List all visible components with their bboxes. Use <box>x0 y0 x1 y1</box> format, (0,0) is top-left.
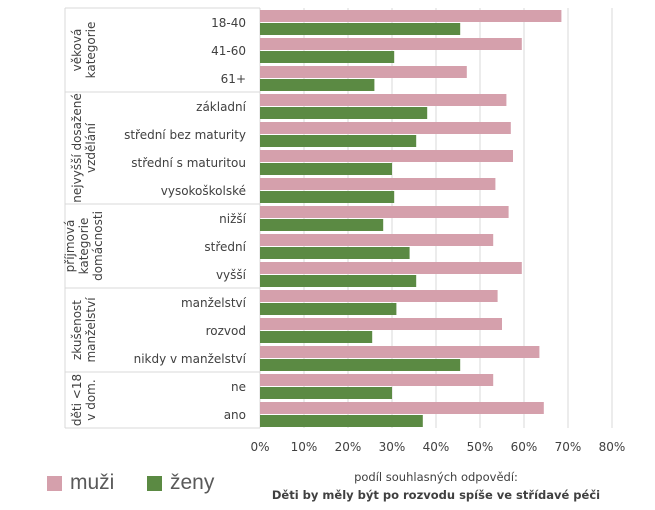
category-label: 18-40 <box>211 16 246 30</box>
bar-muzi <box>260 290 498 302</box>
bar-zeny <box>260 219 384 231</box>
x-tick-label: 60% <box>511 440 538 454</box>
bar-zeny <box>260 303 397 315</box>
legend-item-muzi: muži <box>47 471 114 495</box>
bar-muzi <box>260 38 522 50</box>
category-label: rozvod <box>206 324 246 338</box>
group-label: příjmovákategoriedomácnosti <box>63 211 105 281</box>
category-label: střední bez maturity <box>124 128 246 142</box>
bar-muzi <box>260 178 496 190</box>
group-label-line: příjmová <box>63 220 77 273</box>
bar-muzi <box>260 10 562 22</box>
bar-zeny <box>260 107 428 119</box>
bar-zeny <box>260 387 392 399</box>
category-label: nikdy v manželství <box>134 352 247 366</box>
bar-muzi <box>260 206 509 218</box>
bar-zeny <box>260 331 373 343</box>
bar-zeny <box>260 135 417 147</box>
category-label: základní <box>196 100 247 114</box>
x-axis-title-line-1: podíl souhlasných odpovědí: <box>354 470 518 484</box>
bar-muzi <box>260 318 502 330</box>
bar-muzi <box>260 234 494 246</box>
group-label-line: manželství <box>84 297 98 363</box>
group-label-line: kategorie <box>77 218 91 275</box>
category-label: střední s maturitou <box>131 156 246 170</box>
category-labels: 18-40 41-60 61+ základní střední bez maturit… <box>124 16 247 422</box>
group-label: věkovákategorie <box>70 22 98 79</box>
bar-zeny <box>260 191 395 203</box>
group-label: nejvyšší dosaženévzdělání <box>70 93 98 202</box>
bar-zeny <box>260 163 392 175</box>
bar-muzi <box>260 262 522 274</box>
group-label-line: zkušenost <box>70 300 84 360</box>
bar-muzi <box>260 66 467 78</box>
bar-muzi <box>260 150 513 162</box>
bar-muzi <box>260 402 544 414</box>
x-axis-title-line-2: Děti by měly být po rozvodu spíše ve stř… <box>271 488 601 502</box>
group-label: děti <18v dom. <box>70 374 98 426</box>
group-label: zkušenostmanželství <box>70 297 98 363</box>
category-label: ne <box>231 380 246 394</box>
bar-zeny <box>260 79 375 91</box>
bar-muzi <box>260 374 494 386</box>
bar-zeny <box>260 247 410 259</box>
x-tick-label: 40% <box>423 440 450 454</box>
category-label: střední <box>204 240 246 254</box>
x-tick-label: 0% <box>250 440 269 454</box>
category-label: nižší <box>219 212 246 226</box>
x-tick-label: 50% <box>467 440 494 454</box>
legend-label-muzi: muži <box>70 471 115 494</box>
category-label: ano <box>224 408 246 422</box>
bar-muzi <box>260 94 507 106</box>
group-label-line: v dom. <box>84 379 98 420</box>
category-label: vyšší <box>216 268 247 282</box>
category-label: vysokoškolské <box>161 184 246 198</box>
legend-item-zeny: ženy <box>147 471 214 495</box>
category-label: manželství <box>181 296 247 310</box>
x-tick-labels: 0% 10% 20% 30% 40% 50% 60% 70% 80% <box>250 440 625 454</box>
legend-label-zeny: ženy <box>170 471 215 494</box>
bars <box>260 10 562 427</box>
x-tick-label: 10% <box>291 440 318 454</box>
bar-zeny <box>260 275 417 287</box>
x-tick-label: 70% <box>555 440 582 454</box>
bar-zeny <box>260 359 461 371</box>
legend-swatch-muzi <box>47 475 62 491</box>
bar-zeny <box>260 415 423 427</box>
x-tick-label: 20% <box>335 440 362 454</box>
group-label-line: domácnosti <box>91 211 105 281</box>
x-tick-label: 30% <box>379 440 406 454</box>
bar-muzi <box>260 122 511 134</box>
group-label-line: nejvyšší dosažené <box>70 93 84 202</box>
group-label-line: vzdělání <box>84 122 98 173</box>
category-label: 61+ <box>221 72 246 86</box>
group-label-line: věková <box>70 29 84 72</box>
group-label-line: kategorie <box>84 22 98 79</box>
legend-swatch-zeny <box>147 475 162 491</box>
group-label-line: děti <18 <box>70 374 84 426</box>
bar-zeny <box>260 23 461 35</box>
x-tick-label: 80% <box>599 440 626 454</box>
bar-muzi <box>260 346 540 358</box>
bar-zeny <box>260 51 395 63</box>
category-label: 41-60 <box>211 44 246 58</box>
